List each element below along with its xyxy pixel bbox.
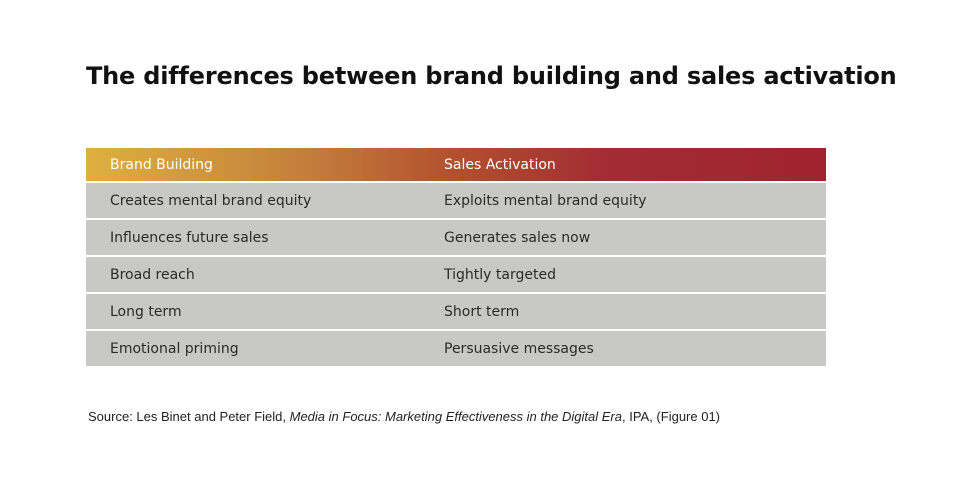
sales-activation-cell: Exploits mental brand equity [444, 192, 647, 209]
brand-building-cell: Long term [110, 303, 182, 320]
sales-activation-cell: Generates sales now [444, 229, 591, 246]
brand-building-cell: Broad reach [110, 266, 195, 283]
page-title: The differences between brand building a… [86, 62, 897, 90]
comparison-table: Brand Building Sales Activation Creates … [86, 148, 826, 366]
source-prefix: Source: Les Binet and Peter Field, [88, 409, 290, 424]
brand-building-cell: Emotional priming [110, 340, 239, 357]
brand-building-cell: Influences future sales [110, 229, 269, 246]
table-row: Creates mental brand equity Exploits men… [86, 181, 826, 218]
sales-activation-cell: Persuasive messages [444, 340, 594, 357]
sales-activation-cell: Short term [444, 303, 520, 320]
source-publication: Media in Focus: Marketing Effectiveness … [289, 409, 622, 424]
header-brand-building: Brand Building [110, 156, 213, 173]
table-row: Influences future sales Generates sales … [86, 218, 826, 255]
sales-activation-cell: Tightly targeted [444, 266, 556, 283]
source-suffix: , IPA, (Figure 01) [622, 409, 721, 424]
table-header-row: Brand Building Sales Activation [86, 148, 826, 181]
header-sales-activation: Sales Activation [444, 156, 556, 173]
brand-building-cell: Creates mental brand equity [110, 192, 312, 209]
table-row: Broad reach Tightly targeted [86, 255, 826, 292]
source-citation: Source: Les Binet and Peter Field, Media… [88, 409, 720, 424]
table-row: Long term Short term [86, 292, 826, 329]
table-row: Emotional priming Persuasive messages [86, 329, 826, 366]
